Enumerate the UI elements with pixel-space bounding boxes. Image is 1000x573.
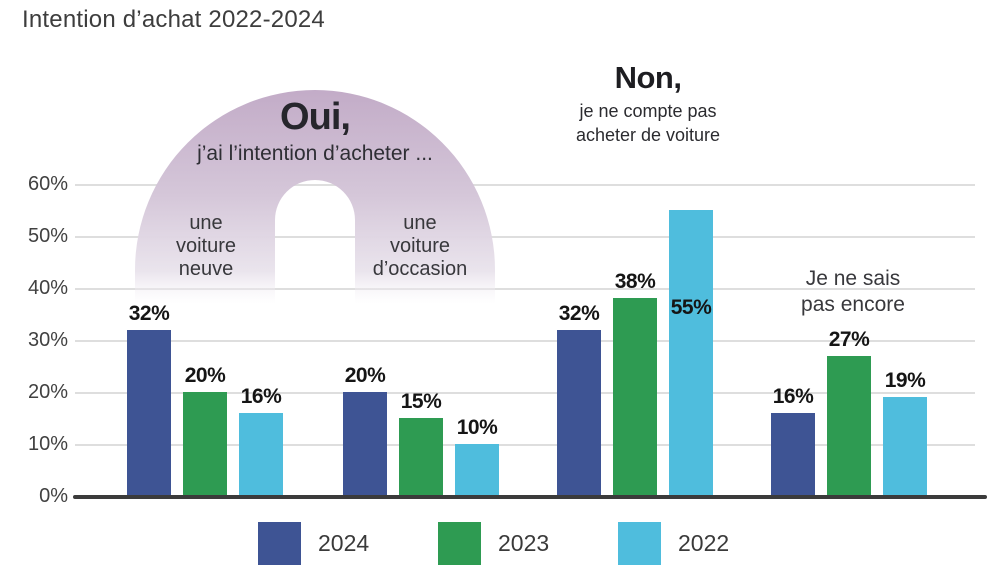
legend-label-2024: 2024 <box>318 530 370 556</box>
bar-value-label: 20% <box>184 364 226 387</box>
gridline <box>75 184 975 186</box>
bar-value-label: 27% <box>828 328 870 351</box>
bar-value-label: 32% <box>128 302 170 325</box>
legend-swatch-2024 <box>258 522 301 565</box>
category-label-je-ne-sais-pas: Je ne sais pas encore <box>801 267 905 317</box>
annotation-non: Non, je ne compte pas acheter de voiture <box>576 62 720 148</box>
gridline <box>75 236 975 238</box>
oui-heading: Oui, <box>280 96 351 138</box>
y-tick-label: 40% <box>27 277 68 299</box>
y-tick-label: 20% <box>27 381 68 403</box>
legend-swatch-2023 <box>438 522 481 565</box>
y-tick-label: 0% <box>39 485 68 507</box>
y-tick-label: 10% <box>27 433 68 455</box>
gridline <box>75 288 975 290</box>
bar-2022-group3 <box>669 210 713 496</box>
x-axis-line <box>73 495 987 499</box>
non-heading: Non, <box>614 60 682 95</box>
bar-value-label: 16% <box>772 385 814 408</box>
y-tick-label: 50% <box>27 225 68 247</box>
legend-swatch-2022 <box>618 522 661 565</box>
bar-2023-group3 <box>613 298 657 496</box>
legend-label-2023: 2023 <box>498 530 550 556</box>
bar-2024-group1 <box>127 330 171 496</box>
category-label-voiture-neuve: une voiture neuve <box>175 212 237 281</box>
bar-value-label: 55% <box>670 296 712 319</box>
y-tick-label: 60% <box>27 173 68 195</box>
chart-title: Intention d’achat 2022-2024 <box>22 6 325 33</box>
bar-value-label: 38% <box>614 270 656 293</box>
bar-2024-group2 <box>343 392 387 496</box>
oui-subtitle: j’ai l’intention d’acheter ... <box>197 142 433 165</box>
bar-2022-group4 <box>883 397 927 496</box>
bar-2023-group2 <box>399 418 443 496</box>
bar-value-label: 16% <box>240 385 282 408</box>
bar-2023-group1 <box>183 392 227 496</box>
bar-2022-group1 <box>239 413 283 496</box>
y-tick-label: 30% <box>27 329 68 351</box>
bar-value-label: 32% <box>558 302 600 325</box>
bar-value-label: 20% <box>344 364 386 387</box>
bar-2024-group4 <box>771 413 815 496</box>
bar-2022-group2 <box>455 444 499 496</box>
bar-value-label: 15% <box>400 390 442 413</box>
category-label-voiture-occasion: une voiture d’occasion <box>372 212 468 281</box>
non-subtitle: je ne compte pas acheter de voiture <box>575 101 721 146</box>
bar-value-label: 10% <box>456 416 498 439</box>
legend-label-2022: 2022 <box>678 530 730 556</box>
bar-2024-group3 <box>557 330 601 496</box>
gridline <box>75 340 975 342</box>
annotation-oui: Oui, j’ai l’intention d’acheter ... <box>197 98 433 166</box>
gridline <box>75 392 975 394</box>
gridline <box>75 444 975 446</box>
bar-value-label: 19% <box>884 369 926 392</box>
bar-2023-group4 <box>827 356 871 496</box>
